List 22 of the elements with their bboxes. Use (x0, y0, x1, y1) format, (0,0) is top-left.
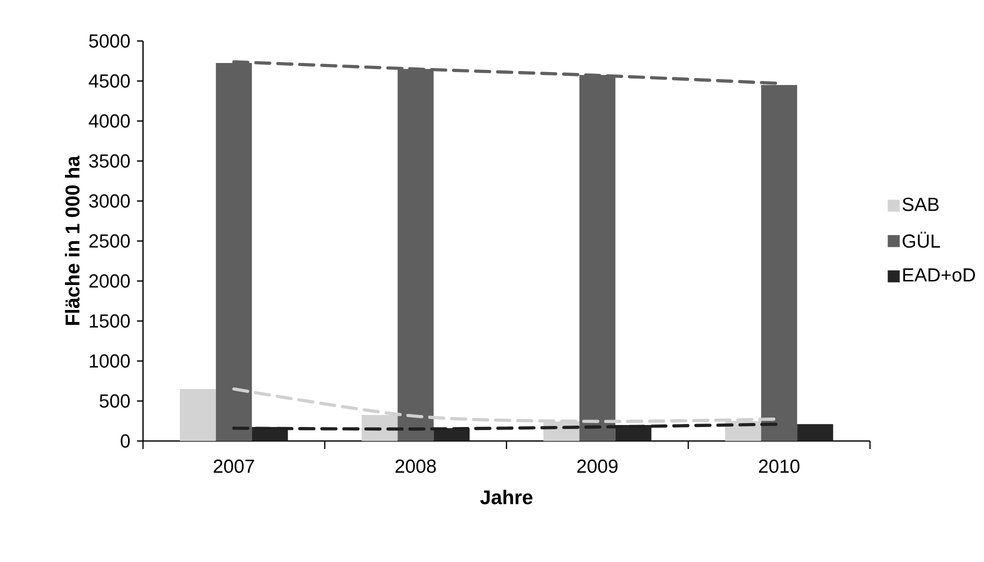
y-tick-label: 5000 (89, 34, 130, 48)
y-tick-label: 3500 (89, 154, 130, 168)
y-tick-label: 500 (100, 394, 130, 408)
x-tick-label: 2007 (214, 459, 254, 473)
y-tick-label: 2000 (89, 274, 130, 288)
y-tick-label: 4000 (88, 114, 130, 128)
x-tick-label: 2009 (577, 459, 618, 473)
y-tick-label: 4500 (88, 74, 130, 88)
y-tick-label: 1500 (90, 314, 130, 328)
bar (797, 424, 834, 441)
y-tick-label: 3000 (89, 194, 130, 208)
x-tick-label: 2008 (396, 459, 436, 473)
legend-label: EAD+oD (903, 268, 975, 282)
legend-label: SAB (902, 198, 939, 212)
y-tick-label: 0 (120, 434, 130, 448)
x-tick-label: 2010 (759, 459, 800, 473)
y-tick-label: 1000 (90, 354, 130, 368)
x-axis-title: Jahre (480, 490, 532, 504)
bar (180, 388, 216, 441)
y-axis-title: Fläche in 1 000 ha (64, 156, 80, 325)
legend-label: GÜL (902, 232, 940, 248)
y-tick-label: 2500 (89, 234, 130, 248)
